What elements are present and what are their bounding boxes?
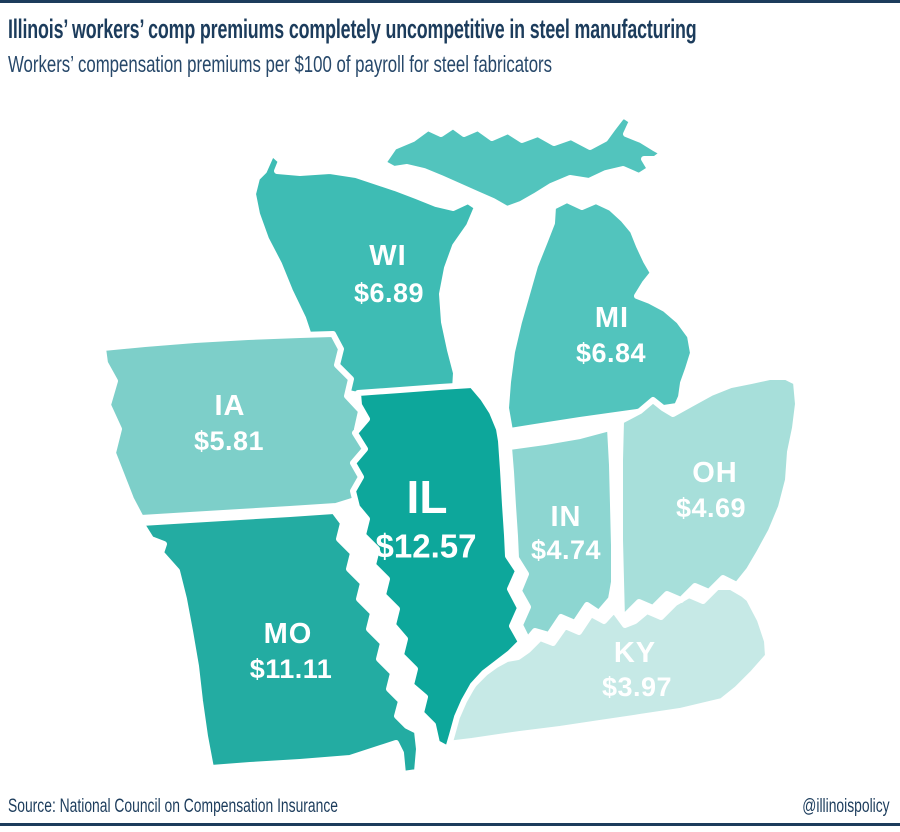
header: Illinois’ workers’ comp premiums complet…	[8, 8, 892, 78]
state-label-ia: IA	[215, 390, 246, 422]
state-label-mi: MI	[595, 302, 629, 334]
state-value-mi: $6.84	[576, 338, 646, 368]
midwest-map: WI $6.89 MI $6.84 IA $5.81 IL $12.57 IN …	[100, 112, 801, 777]
state-in	[506, 425, 617, 656]
footer-rule	[0, 823, 900, 826]
state-label-il: IL	[407, 471, 448, 523]
page-subtitle: Workers’ compensation premiums per $100 …	[8, 51, 553, 77]
state-mi-upper-peninsula	[380, 112, 666, 212]
footer: Source: National Council on Compensation…	[0, 786, 900, 832]
state-il	[350, 382, 524, 752]
state-value-oh: $4.69	[676, 493, 746, 523]
twitter-handle: @illinoispolicy	[802, 796, 890, 817]
state-label-oh: OH	[692, 457, 738, 489]
page-title: Illinois’ workers’ comp premiums complet…	[8, 14, 697, 44]
state-label-ky: KY	[614, 637, 656, 669]
state-value-ia: $5.81	[194, 426, 264, 456]
state-mo	[138, 508, 422, 777]
state-value-in: $4.74	[531, 535, 601, 565]
state-label-in: IN	[551, 501, 582, 533]
state-label-wi: WI	[369, 240, 406, 272]
source-credit: Source: National Council on Compensation…	[8, 796, 338, 817]
state-value-il: $12.57	[376, 528, 477, 565]
state-label-mo: MO	[264, 618, 313, 650]
state-value-wi: $6.89	[354, 278, 424, 308]
state-mi	[503, 197, 696, 434]
state-oh	[617, 374, 801, 622]
state-value-ky: $3.97	[602, 672, 672, 702]
state-value-mo: $11.11	[250, 654, 333, 684]
top-rule	[0, 0, 900, 3]
